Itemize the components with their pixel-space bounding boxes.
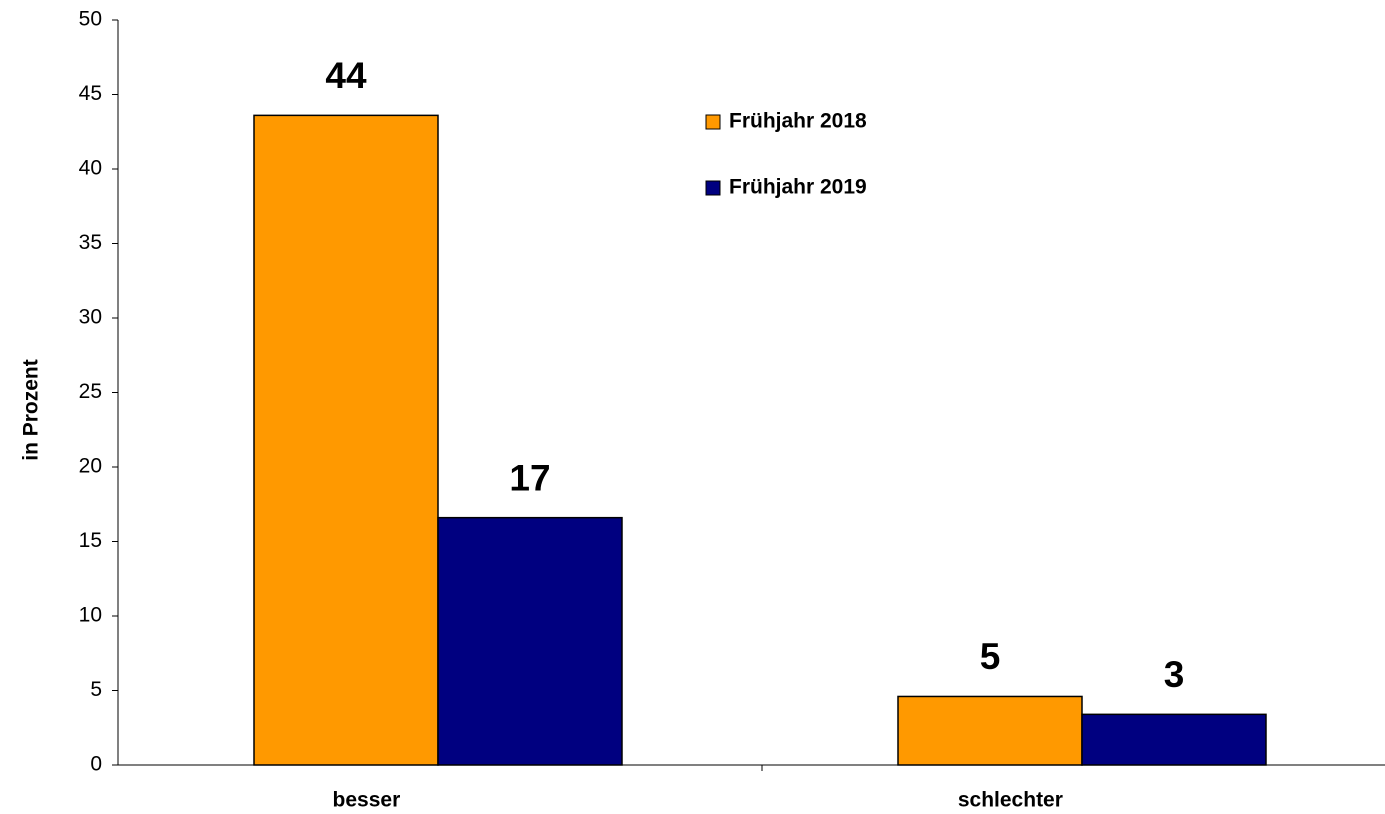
y-tick-label: 50	[79, 8, 102, 31]
legend-swatch	[705, 180, 721, 196]
bar	[437, 516, 623, 766]
y-tick-label: 0	[90, 753, 102, 776]
value-label: 44	[325, 55, 367, 96]
legend-label: Frühjahr 2019	[729, 176, 867, 199]
value-label: 5	[980, 636, 1001, 677]
legend-label: Frühjahr 2018	[729, 110, 867, 133]
y-tick-label: 20	[79, 455, 102, 478]
value-label: 17	[509, 457, 550, 498]
value-label: 3	[1164, 654, 1185, 695]
bar	[253, 114, 439, 766]
legend-swatch	[705, 114, 721, 130]
y-tick-label: 40	[79, 157, 102, 180]
y-tick-label: 5	[90, 678, 102, 701]
x-tick-label: besser	[333, 789, 401, 812]
y-tick-label: 15	[79, 529, 102, 552]
y-tick-label: 35	[79, 231, 102, 254]
y-tick-label: 25	[79, 380, 102, 403]
x-tick-label: schlechter	[958, 789, 1063, 812]
y-tick-label: 30	[79, 306, 102, 329]
bar	[897, 695, 1083, 766]
y-tick-label: 10	[79, 604, 102, 627]
y-tick-label: 45	[79, 82, 102, 105]
bar	[1081, 713, 1267, 766]
y-axis-label: in Prozent	[20, 359, 43, 461]
